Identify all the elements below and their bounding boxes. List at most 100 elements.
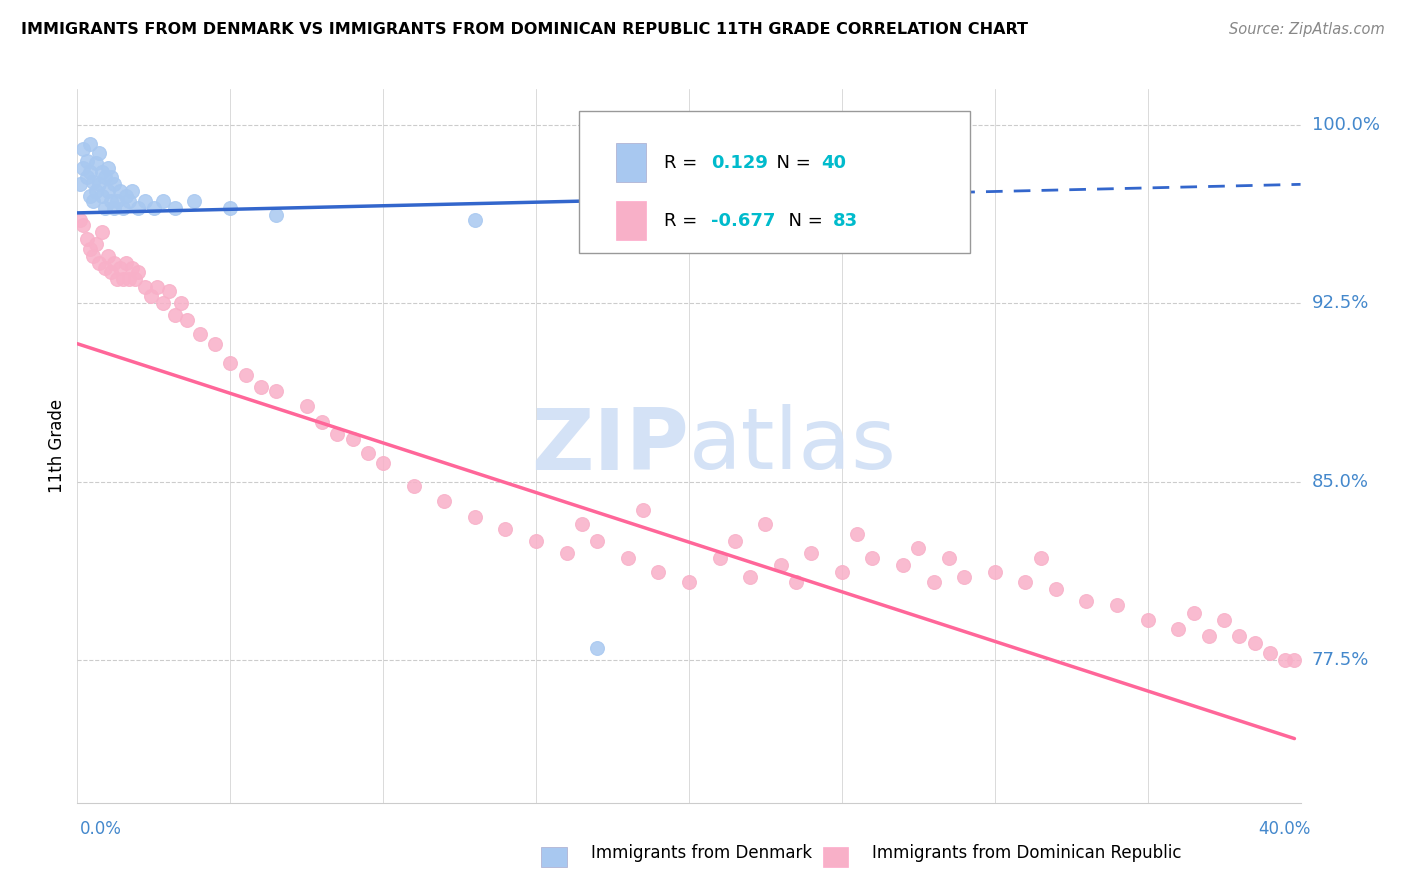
- Point: [188, 327, 211, 342]
- Point: [1014, 574, 1036, 589]
- Point: [118, 194, 141, 208]
- Point: [342, 432, 364, 446]
- Point: [891, 558, 914, 572]
- Point: [103, 178, 125, 192]
- Text: Immigrants from Dominican Republic: Immigrants from Dominican Republic: [872, 844, 1181, 862]
- Point: [139, 289, 162, 303]
- Point: [846, 527, 869, 541]
- Point: [100, 194, 122, 208]
- Point: [647, 565, 669, 579]
- Point: [87, 178, 110, 192]
- Point: [219, 201, 242, 215]
- Point: [724, 534, 747, 549]
- Point: [1213, 613, 1236, 627]
- Point: [1229, 629, 1251, 643]
- Point: [97, 185, 120, 199]
- Text: Source: ZipAtlas.com: Source: ZipAtlas.com: [1229, 22, 1385, 37]
- Text: 83: 83: [834, 211, 859, 229]
- Point: [82, 175, 104, 189]
- Y-axis label: 11th Grade: 11th Grade: [48, 399, 66, 493]
- Point: [76, 170, 98, 185]
- Point: [97, 161, 120, 175]
- Text: Immigrants from Denmark: Immigrants from Denmark: [591, 844, 811, 862]
- Point: [295, 399, 318, 413]
- Point: [433, 493, 456, 508]
- Point: [84, 236, 107, 251]
- Text: R =: R =: [665, 211, 703, 229]
- Point: [617, 550, 640, 565]
- Point: [79, 136, 101, 151]
- Point: [79, 165, 101, 179]
- Point: [127, 265, 149, 279]
- Text: -0.677: -0.677: [711, 211, 775, 229]
- Point: [204, 336, 226, 351]
- Point: [79, 189, 101, 203]
- Point: [79, 242, 101, 256]
- Text: N =: N =: [765, 153, 817, 171]
- Point: [142, 201, 165, 215]
- Point: [371, 456, 394, 470]
- Point: [1274, 653, 1296, 667]
- Point: [250, 379, 273, 393]
- Point: [740, 570, 762, 584]
- Point: [69, 178, 91, 192]
- Point: [124, 272, 146, 286]
- Point: [170, 296, 193, 310]
- Text: 85.0%: 85.0%: [1312, 473, 1368, 491]
- Text: ZIP: ZIP: [531, 404, 689, 488]
- Text: R =: R =: [665, 153, 703, 171]
- Point: [90, 189, 112, 203]
- Point: [357, 446, 380, 460]
- Point: [402, 479, 425, 493]
- Point: [524, 534, 547, 549]
- Point: [84, 156, 107, 170]
- Point: [1167, 622, 1189, 636]
- Point: [90, 165, 112, 179]
- Point: [800, 546, 823, 560]
- Point: [76, 232, 98, 246]
- Point: [108, 260, 131, 275]
- Point: [907, 541, 929, 556]
- Text: IMMIGRANTS FROM DENMARK VS IMMIGRANTS FROM DOMINICAN REPUBLIC 11TH GRADE CORRELA: IMMIGRANTS FROM DENMARK VS IMMIGRANTS FR…: [21, 22, 1028, 37]
- Point: [326, 427, 349, 442]
- Point: [105, 272, 128, 286]
- Point: [152, 296, 174, 310]
- Point: [862, 550, 884, 565]
- Point: [127, 201, 149, 215]
- Point: [121, 260, 143, 275]
- Point: [112, 201, 135, 215]
- Point: [1029, 550, 1052, 565]
- Point: [311, 415, 333, 429]
- Point: [586, 534, 609, 549]
- Point: [134, 279, 156, 293]
- Point: [235, 368, 257, 382]
- Point: [115, 189, 138, 203]
- Point: [72, 142, 94, 156]
- Text: 77.5%: 77.5%: [1312, 651, 1369, 669]
- Point: [82, 249, 104, 263]
- Point: [1136, 613, 1159, 627]
- Text: 100.0%: 100.0%: [1312, 116, 1379, 134]
- Point: [938, 550, 960, 565]
- Point: [87, 146, 110, 161]
- Point: [100, 170, 122, 185]
- Point: [495, 522, 517, 536]
- Point: [103, 201, 125, 215]
- Point: [1198, 629, 1220, 643]
- Point: [1107, 599, 1129, 613]
- Point: [97, 249, 120, 263]
- Point: [984, 565, 1007, 579]
- Point: [1182, 606, 1205, 620]
- Point: [69, 213, 91, 227]
- Point: [157, 285, 180, 299]
- Point: [1284, 653, 1306, 667]
- Point: [464, 213, 486, 227]
- Point: [108, 185, 131, 199]
- Text: 92.5%: 92.5%: [1312, 294, 1369, 312]
- Point: [464, 510, 486, 524]
- Point: [1243, 636, 1265, 650]
- FancyBboxPatch shape: [616, 201, 647, 240]
- Point: [84, 185, 107, 199]
- Point: [165, 201, 187, 215]
- Text: 40.0%: 40.0%: [1258, 820, 1310, 838]
